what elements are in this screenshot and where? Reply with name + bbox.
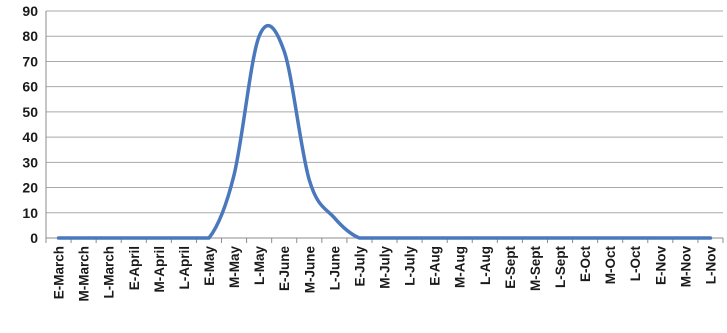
x-tick-label: L-June — [327, 246, 342, 291]
y-tick-label: 30 — [22, 154, 38, 170]
x-axis-tick-labels: E-March M-March L-March E-April M-April L-Apr… — [52, 245, 719, 301]
x-tick-label: M-July — [378, 246, 393, 289]
y-tick-label: 10 — [22, 205, 38, 221]
y-tick-label: 60 — [22, 79, 38, 95]
x-tick-label: L-July — [403, 246, 418, 286]
x-tick-label: L-Oct — [628, 245, 643, 281]
x-tick-label: M-April — [152, 246, 167, 293]
x-tick-label: L-Nov — [703, 246, 718, 285]
y-tick-label: 70 — [22, 53, 38, 69]
x-tick-label: E-June — [277, 246, 292, 292]
y-tick-label: 0 — [30, 230, 38, 246]
x-tick-label: E-April — [127, 246, 142, 290]
y-tick-label: 90 — [22, 3, 38, 19]
x-tick-label: M-Oct — [603, 246, 618, 285]
x-tick-label: M-March — [77, 246, 92, 302]
x-tick-label: M-May — [227, 246, 242, 288]
x-tick-label: E-Sept — [503, 246, 518, 289]
x-tick-label: E-Oct — [578, 246, 593, 283]
y-tick-label: 40 — [22, 129, 38, 145]
x-tick-label: E-Aug — [428, 246, 443, 286]
x-tick-label: L-April — [177, 246, 192, 290]
x-tick-label: L-May — [252, 246, 267, 285]
x-tick-label: E-March — [52, 246, 67, 299]
axes — [45, 11, 724, 243]
y-tick-label: 50 — [22, 104, 38, 120]
x-tick-label: M-Sept — [528, 246, 543, 292]
x-tick-label: M-June — [302, 246, 317, 294]
y-axis-tick-labels: 0 10 20 30 40 50 60 70 80 90 — [22, 3, 38, 246]
x-tick-label: M-Aug — [453, 246, 468, 288]
x-tick-label: L-Aug — [478, 246, 493, 285]
x-tick-label: L-March — [102, 246, 117, 299]
series-line — [56, 23, 713, 240]
x-tick-label: M-Nov — [678, 246, 693, 288]
series-layer — [56, 23, 713, 240]
y-tick-label: 80 — [22, 28, 38, 44]
gridlines — [46, 10, 723, 214]
y-tick-label: 20 — [22, 180, 38, 196]
x-tick-label: E-May — [202, 246, 217, 286]
x-tick-label: E-July — [352, 246, 367, 287]
x-tick-label: E-Nov — [653, 246, 668, 285]
x-tick-label: L-Sept — [553, 245, 568, 288]
